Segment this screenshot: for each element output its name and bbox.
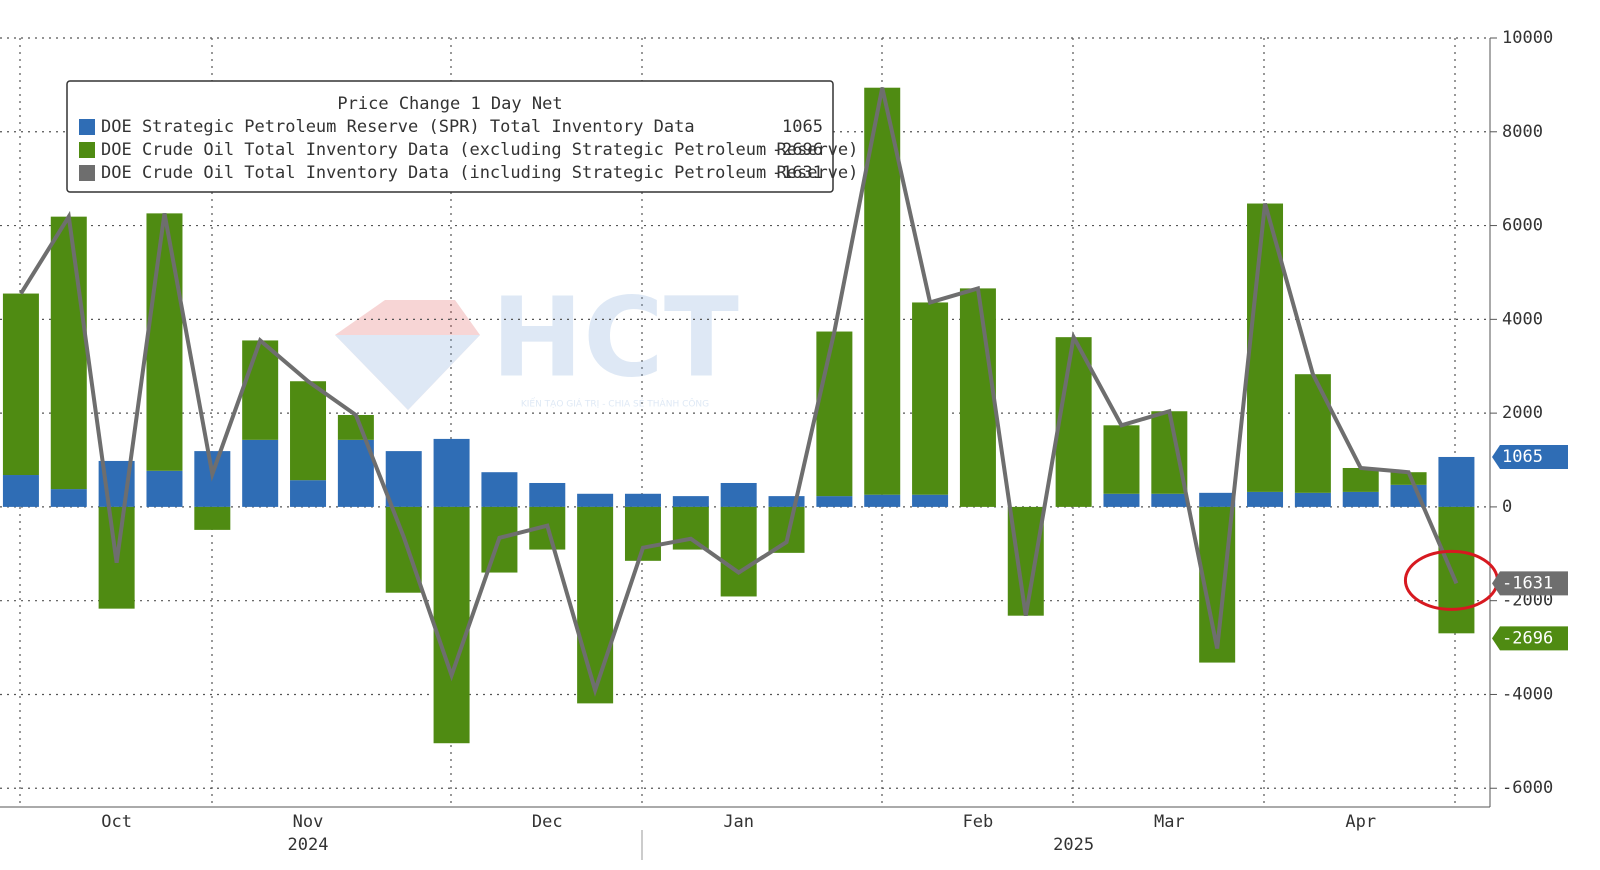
- bar: [816, 331, 853, 497]
- watermark: HCT KIẾN TẠO GIÁ TRỊ - CHIA SẺ THÀNH CÔN…: [335, 273, 739, 410]
- legend-box: [66, 80, 834, 193]
- value-tag-label: 1065: [1502, 447, 1543, 467]
- bar: [912, 302, 949, 495]
- legend-title: Price Change 1 Day Net: [337, 94, 562, 114]
- bar: [242, 340, 279, 440]
- value-tag: [1492, 444, 1568, 469]
- legend-swatch: [79, 119, 95, 135]
- x-tick-label: Mar: [1154, 812, 1185, 832]
- bar: [433, 506, 470, 744]
- y-tick-label: 2000: [1502, 403, 1543, 423]
- legend-swatch: [79, 142, 95, 158]
- bar: [242, 439, 279, 507]
- bar: [385, 506, 422, 593]
- bar: [1438, 506, 1475, 634]
- year-label: 2025: [1053, 835, 1094, 855]
- bar: [290, 480, 327, 507]
- bar: [1055, 337, 1092, 507]
- bar: [1151, 493, 1188, 507]
- year-label: 2024: [288, 835, 329, 855]
- bar: [290, 381, 327, 481]
- bar: [720, 482, 757, 507]
- bar: [529, 482, 566, 507]
- bar: [1438, 456, 1475, 507]
- watermark-text: HCT: [491, 273, 739, 401]
- value-tag: [1492, 626, 1568, 651]
- legend-label: DOE Crude Oil Total Inventory Data (excl…: [101, 140, 858, 160]
- legend-label: DOE Crude Oil Total Inventory Data (incl…: [101, 163, 858, 183]
- bar: [1342, 491, 1379, 507]
- y-tick-label: 4000: [1502, 309, 1543, 329]
- bar: [768, 506, 805, 553]
- bar: [50, 489, 87, 507]
- y-tick-label: 8000: [1502, 122, 1543, 142]
- bar: [1342, 467, 1379, 492]
- x-tick-label: Oct: [101, 812, 132, 832]
- bar: [577, 506, 614, 704]
- bar: [720, 506, 757, 597]
- bar: [1103, 493, 1140, 507]
- bar: [2, 293, 39, 476]
- bar: [672, 506, 709, 550]
- legend-value: -2696: [772, 140, 823, 160]
- bar: [385, 451, 422, 507]
- y-tick-label: -2000: [1502, 591, 1553, 611]
- x-tick-label: Feb: [963, 812, 994, 832]
- x-tick-label: Jan: [723, 812, 754, 832]
- legend-value: 1065: [782, 117, 823, 137]
- legend-value: -1631: [772, 163, 823, 183]
- bar: [2, 475, 39, 507]
- bar: [1199, 492, 1236, 507]
- x-tick-label: Apr: [1345, 812, 1376, 832]
- bar: [577, 493, 614, 507]
- bar: [816, 496, 853, 507]
- bar: [1294, 374, 1331, 493]
- line: [19, 87, 1459, 697]
- value-tag: [1492, 571, 1568, 596]
- bar: [1294, 492, 1331, 507]
- y-tick-label: -6000: [1502, 778, 1553, 798]
- bar: [864, 494, 901, 507]
- bar: [624, 493, 661, 507]
- value-tag-label: -1631: [1502, 573, 1553, 593]
- legend-label: DOE Strategic Petroleum Reserve (SPR) To…: [101, 117, 695, 137]
- bar: [1247, 491, 1284, 507]
- bar: [672, 496, 709, 507]
- bar: [481, 472, 518, 507]
- y-tick-label: 6000: [1502, 216, 1543, 236]
- bar: [50, 216, 87, 490]
- bar: [433, 438, 470, 507]
- legend-swatch: [79, 165, 95, 181]
- watermark-tagline: KIẾN TẠO GIÁ TRỊ - CHIA SẺ THÀNH CÔNG: [521, 398, 709, 410]
- y-tick-label: 0: [1502, 497, 1512, 517]
- x-tick-label: Dec: [532, 812, 563, 832]
- bar: [959, 288, 996, 507]
- bar: [146, 213, 183, 471]
- y-tick-label: -4000: [1502, 684, 1553, 704]
- x-tick-label: Nov: [293, 812, 324, 832]
- bar: [768, 496, 805, 507]
- legend: Price Change 1 Day Net DOE Strategic Petr…: [66, 80, 858, 193]
- bar: [1390, 472, 1427, 485]
- y-tick-label: 10000: [1502, 28, 1553, 48]
- bar: [1103, 425, 1140, 494]
- value-tag-label: -2696: [1502, 628, 1553, 648]
- bar: [912, 494, 949, 507]
- bar: [146, 470, 183, 507]
- bar: [194, 506, 231, 530]
